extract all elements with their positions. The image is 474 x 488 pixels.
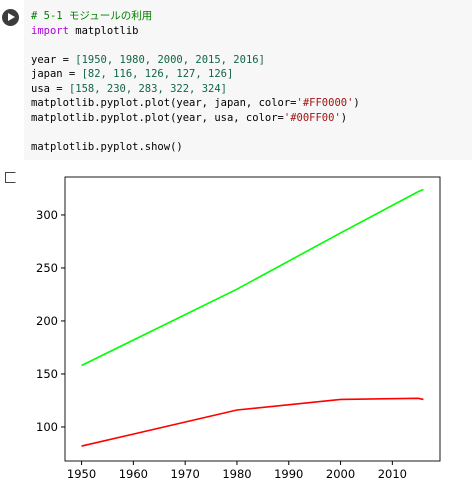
x-tick-label: 1970 (171, 467, 200, 481)
code-line: usa = [158, 230, 283, 322, 324] (31, 82, 472, 97)
x-tick-label: 1980 (222, 467, 251, 481)
code-token: japan = (31, 68, 82, 80)
y-tick-label: 150 (36, 367, 58, 381)
code-token: matplotlib.pyplot.plot(year, japan, colo… (31, 97, 297, 109)
line (81, 397, 424, 447)
y-tick-label: 300 (36, 208, 58, 222)
code-line: japan = [82, 116, 126, 127, 126] (31, 67, 472, 82)
y-tick-label: 100 (36, 420, 58, 434)
x-tick-label: 1990 (274, 467, 303, 481)
code-token: '#00FF00' (283, 111, 341, 124)
run-button[interactable] (2, 9, 19, 26)
code-line: matplotlib.pyplot.plot(year, usa, color=… (31, 111, 472, 126)
code-token: # 5-1 モジュールの利用 (31, 10, 153, 22)
output-icon (5, 172, 16, 183)
x-tick-label: 1960 (119, 467, 148, 481)
code-token: [82, 116, 126, 127, 126] (81, 68, 234, 80)
code-cell[interactable]: # 5-1 モジュールの利用 import matplotlib year = [1… (24, 0, 472, 160)
code-line: import matplotlib (31, 24, 472, 39)
x-tick-label: 1950 (67, 467, 96, 481)
code-token: ) (340, 111, 348, 124)
code-token: ) (353, 97, 360, 109)
code-token: year = (31, 53, 76, 66)
code-token: import (31, 24, 69, 37)
code-block: year = [1950, 1980, 2000, 2015, 2016] jap… (31, 53, 472, 126)
code-token: usa = (31, 82, 69, 95)
code-line: # 5-1 モジュールの利用 (31, 9, 472, 24)
code-token: matplotlib.pyplot.plot(year, usa, color= (31, 111, 284, 124)
x-tick-label: 2000 (326, 467, 355, 481)
chart: 100 150 200 250 300 1950 1960 1970 1980 1990 2000 2… (36, 176, 441, 481)
code-token: [158, 230, 283, 322, 324] (68, 82, 227, 95)
code-line: matplotlib.pyplot.plot(year, japan, colo… (31, 96, 472, 111)
y-tick-label: 200 (36, 314, 58, 328)
y-tick-label: 250 (36, 261, 58, 275)
axes-frame (64, 176, 441, 462)
code-token: '#FF0000' (296, 97, 354, 109)
line (81, 188, 424, 367)
x-tick-label: 2010 (378, 467, 407, 481)
code-block: matplotlib.pyplot.show() (31, 140, 472, 155)
code-block: # 5-1 モジュールの利用 import matplotlib (31, 9, 472, 38)
code-token: matplotlib.pyplot.show() (31, 140, 183, 153)
code-token: matplotlib (68, 24, 139, 37)
code-line: matplotlib.pyplot.show() (31, 140, 472, 155)
code-token: [1950, 1980, 2000, 2015, 2016] (75, 53, 265, 66)
code-line: year = [1950, 1980, 2000, 2015, 2016] (31, 53, 472, 68)
